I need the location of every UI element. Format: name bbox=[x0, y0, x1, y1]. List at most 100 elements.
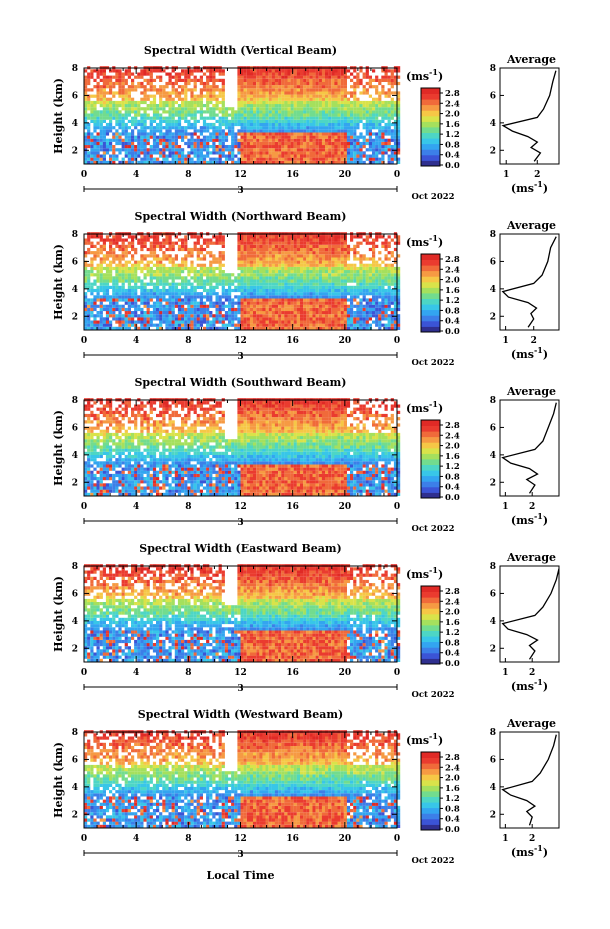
heatmap-cell bbox=[202, 119, 207, 123]
heatmap-cell bbox=[209, 270, 213, 274]
heatmap-cell bbox=[143, 244, 147, 248]
heatmap-cell bbox=[215, 157, 219, 161]
heatmap-cell bbox=[318, 85, 322, 89]
heatmap-cell bbox=[274, 97, 279, 101]
heatmap-cell bbox=[284, 251, 288, 255]
heatmap-cell bbox=[174, 288, 178, 293]
heatmap-cell bbox=[212, 141, 216, 146]
heatmap-cell bbox=[121, 292, 125, 296]
heatmap-cell bbox=[156, 260, 160, 264]
colorbar-tick-label: 1.6 bbox=[445, 120, 460, 130]
heatmap-cell bbox=[372, 107, 376, 111]
heatmap-cell bbox=[196, 292, 200, 296]
heatmap-cell bbox=[234, 119, 238, 123]
panel-title: Spectral Width (Vertical Beam) bbox=[144, 44, 337, 57]
heatmap-cell bbox=[109, 295, 113, 299]
heatmap-cell bbox=[274, 132, 279, 136]
heatmap-cell bbox=[124, 138, 128, 142]
heatmap-cell bbox=[321, 260, 326, 264]
heatmap-cell bbox=[118, 122, 122, 127]
heatmap-cell bbox=[171, 270, 175, 274]
heatmap-cell bbox=[271, 141, 275, 146]
heatmap-cell bbox=[359, 119, 363, 123]
heatmap-cell bbox=[290, 314, 294, 318]
heatmap-cell bbox=[306, 129, 310, 133]
heatmap-cell bbox=[140, 288, 144, 293]
heatmap-cell bbox=[181, 97, 185, 101]
heatmap-cell bbox=[243, 273, 247, 277]
heatmap-cell bbox=[296, 317, 300, 321]
heatmap-cell bbox=[375, 148, 379, 152]
heatmap-cell bbox=[321, 314, 326, 318]
heatmap-cell bbox=[124, 148, 128, 152]
heatmap-cell bbox=[331, 304, 335, 308]
heatmap-cell bbox=[243, 326, 247, 330]
heatmap-cell bbox=[121, 132, 125, 136]
average-profile-line bbox=[501, 70, 557, 162]
heatmap-cell bbox=[137, 148, 141, 152]
heatmap-cell bbox=[259, 85, 263, 89]
heatmap-cell bbox=[253, 104, 257, 108]
heatmap-cell bbox=[290, 94, 294, 98]
heatmap-cell bbox=[140, 119, 144, 123]
heatmap-cell bbox=[328, 270, 332, 274]
heatmap-cell bbox=[259, 317, 263, 321]
heatmap-cell bbox=[162, 276, 166, 280]
heatmap-cell bbox=[159, 85, 163, 89]
heatmap-cell bbox=[99, 244, 103, 248]
heatmap-cell bbox=[134, 247, 138, 252]
heatmap-cell bbox=[362, 116, 366, 120]
heatmap-cell bbox=[262, 257, 266, 261]
heatmap-cell bbox=[84, 81, 88, 86]
heatmap-cell bbox=[243, 151, 247, 155]
heatmap-cell bbox=[303, 317, 307, 321]
heatmap-cell bbox=[368, 107, 372, 111]
heatmap-cell bbox=[262, 135, 266, 139]
heatmap-cell bbox=[109, 285, 113, 289]
heatmap-cell bbox=[234, 141, 238, 146]
heatmap-cell bbox=[262, 110, 266, 114]
heatmap-cell bbox=[331, 94, 335, 98]
heatmap-cell bbox=[365, 129, 369, 133]
heatmap-cell bbox=[312, 85, 316, 89]
heatmap-cell bbox=[296, 122, 300, 127]
heatmap-cell bbox=[284, 235, 288, 239]
heatmap-cell bbox=[137, 122, 141, 127]
heatmap-cell bbox=[134, 260, 138, 264]
heatmap-cell bbox=[306, 317, 310, 321]
heatmap-cell bbox=[140, 91, 144, 95]
heatmap-cell bbox=[228, 107, 232, 111]
heatmap-cell bbox=[343, 72, 347, 76]
heatmap-cell bbox=[109, 126, 113, 130]
heatmap-cell bbox=[397, 69, 401, 73]
heatmap-cell bbox=[274, 122, 279, 127]
heatmap-cell bbox=[174, 304, 178, 308]
heatmap-cell bbox=[109, 110, 113, 114]
heatmap-cell bbox=[253, 151, 257, 155]
heatmap-cell bbox=[202, 148, 207, 152]
heatmap-cell bbox=[321, 304, 326, 308]
heatmap-cell bbox=[343, 295, 347, 299]
heatmap-cell bbox=[303, 116, 307, 120]
heatmap-cell bbox=[87, 270, 91, 274]
heatmap-cell bbox=[87, 251, 91, 255]
heatmap-cell bbox=[171, 247, 175, 252]
heatmap-cell bbox=[268, 292, 272, 296]
heatmap-cell bbox=[271, 282, 275, 286]
heatmap-cell bbox=[228, 148, 232, 152]
heatmap-cell bbox=[253, 122, 257, 127]
heatmap-cell bbox=[353, 148, 357, 152]
heatmap-cell bbox=[325, 235, 329, 239]
heatmap-cell bbox=[90, 260, 94, 264]
heatmap-cell bbox=[337, 238, 341, 242]
heatmap-cell bbox=[152, 282, 157, 286]
heatmap-cell bbox=[127, 97, 131, 101]
heatmap-cell bbox=[234, 307, 238, 312]
heatmap-cell bbox=[84, 279, 88, 283]
heatmap-cell bbox=[318, 148, 322, 152]
heatmap-cell bbox=[206, 295, 210, 299]
heatmap-cell bbox=[215, 113, 219, 117]
heatmap-cell bbox=[397, 145, 401, 149]
heatmap-cell bbox=[168, 154, 172, 158]
heatmap-cell bbox=[249, 94, 254, 98]
